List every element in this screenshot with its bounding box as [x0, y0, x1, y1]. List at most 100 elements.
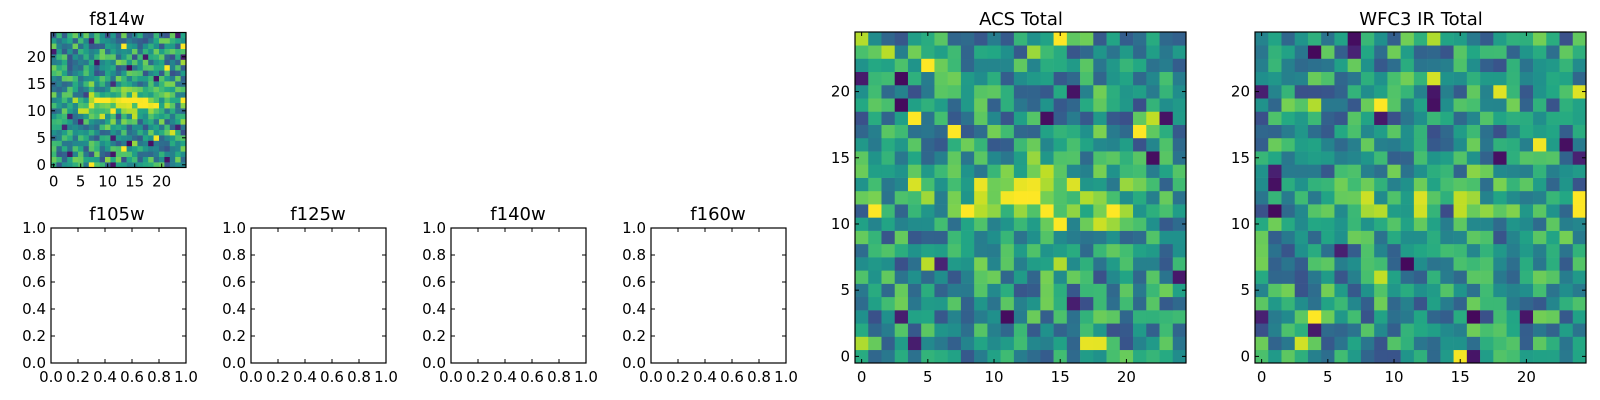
heatmap-cell — [1360, 137, 1375, 152]
heatmap-cell — [1307, 310, 1322, 324]
heatmap-cell — [1013, 190, 1028, 205]
heatmap-cell — [1533, 230, 1547, 245]
heatmap-cell — [1040, 71, 1054, 86]
heatmap-cell — [1268, 310, 1282, 324]
heatmap-cell — [88, 59, 95, 66]
y-tick-label: 0 — [36, 156, 46, 174]
heatmap-cell — [61, 64, 68, 71]
heatmap-cell — [921, 98, 935, 112]
heatmap-cell — [121, 54, 127, 60]
heatmap-cell — [934, 164, 948, 178]
heatmap-cell — [83, 91, 90, 98]
heatmap-cell — [1053, 323, 1068, 337]
heatmap-cell — [1572, 151, 1587, 165]
heatmap-cell — [1027, 164, 1041, 178]
heatmap-cell — [1133, 349, 1147, 364]
heatmap-cell — [159, 54, 165, 60]
heatmap-cell — [894, 270, 909, 284]
heatmap-cell — [88, 113, 95, 120]
heatmap-cell — [169, 135, 176, 141]
heatmap-cell — [1374, 257, 1388, 271]
heatmap-cell — [67, 102, 73, 109]
heatmap-cell — [1093, 58, 1107, 73]
heatmap-cell — [1013, 217, 1028, 231]
heatmap-cell — [1119, 217, 1134, 231]
heatmap-cell — [1159, 177, 1174, 192]
heatmap-cell — [1519, 98, 1534, 112]
heatmap-cell — [56, 48, 63, 55]
heatmap-cell — [907, 111, 922, 125]
heatmap-cell — [1294, 204, 1309, 218]
heatmap-cell — [88, 140, 95, 147]
heatmap-cell — [132, 97, 138, 103]
y-tick-label: 1.0 — [222, 219, 246, 237]
heatmap-cell — [1559, 336, 1574, 351]
heatmap-cell — [169, 81, 176, 87]
heatmap-cell — [974, 283, 988, 298]
heatmap-cell — [1493, 177, 1507, 192]
heatmap-cell — [868, 243, 882, 258]
heatmap-cell — [148, 37, 154, 44]
heatmap-cell — [1413, 204, 1428, 218]
heatmap-cell — [1159, 151, 1174, 165]
heatmap-cell — [137, 91, 144, 98]
heatmap-cell — [110, 108, 117, 114]
heatmap-cell — [115, 86, 122, 93]
heatmap-cell — [61, 32, 68, 39]
heatmap-cell — [881, 283, 896, 298]
heatmap-cell — [1506, 296, 1521, 311]
heatmap-cell — [1493, 111, 1507, 125]
heatmap-cell — [1172, 111, 1187, 125]
heatmap-cell — [175, 140, 181, 147]
heatmap-cell — [974, 296, 988, 311]
heatmap-cell — [142, 102, 149, 109]
heatmap-cell — [153, 118, 160, 125]
heatmap-cell — [1360, 310, 1375, 324]
heatmap-cell — [987, 124, 1001, 139]
heatmap-cell — [83, 102, 90, 109]
heatmap-cell — [1334, 283, 1348, 298]
heatmap-cell — [855, 45, 869, 59]
heatmap-cell — [1133, 137, 1147, 152]
heatmap-cell — [148, 140, 154, 147]
heatmap-cell — [1453, 217, 1468, 231]
heatmap-cell — [94, 124, 100, 130]
heatmap-cell — [1506, 164, 1521, 178]
heatmap-cell — [61, 37, 68, 44]
heatmap-cell — [61, 97, 68, 103]
heatmap-cell — [1321, 296, 1335, 311]
heatmap-cell — [1559, 111, 1574, 125]
heatmap-cell — [83, 75, 90, 82]
heatmap-cell — [1506, 336, 1521, 351]
heatmap-cell — [1093, 137, 1107, 152]
heatmap-cell — [1493, 190, 1507, 205]
heatmap-cell — [1360, 190, 1375, 205]
heatmap-cell — [72, 81, 79, 87]
y-tick-label: 15 — [1231, 149, 1250, 167]
heatmap-cell — [987, 177, 1001, 192]
heatmap-cell — [1281, 164, 1296, 178]
heatmap-cell — [987, 323, 1001, 337]
heatmap-cell — [56, 151, 63, 157]
heatmap-cell — [180, 156, 187, 163]
heatmap-cell — [921, 283, 935, 298]
heatmap-cell — [61, 118, 68, 125]
heatmap-cell — [164, 43, 171, 49]
heatmap-cell — [1533, 283, 1547, 298]
y-tick-label: 5 — [1240, 281, 1250, 299]
heatmap-cell — [67, 118, 73, 125]
heatmap-cell — [115, 129, 122, 136]
heatmap-cell — [894, 296, 909, 311]
heatmap-cell — [126, 118, 133, 125]
heatmap-cell — [1387, 98, 1401, 112]
heatmap-cell — [1093, 164, 1107, 178]
heatmap-cell — [934, 204, 948, 218]
heatmap-cell — [72, 48, 79, 55]
heatmap-cell — [1572, 124, 1587, 139]
heatmap-cell — [1053, 204, 1068, 218]
heatmap-cell — [137, 86, 144, 93]
heatmap-cell — [868, 71, 882, 86]
heatmap-cell — [987, 296, 1001, 311]
heatmap-cell — [1066, 71, 1081, 86]
